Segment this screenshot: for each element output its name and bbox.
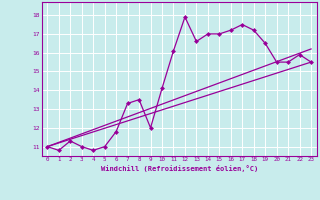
X-axis label: Windchill (Refroidissement éolien,°C): Windchill (Refroidissement éolien,°C) [100,165,258,172]
